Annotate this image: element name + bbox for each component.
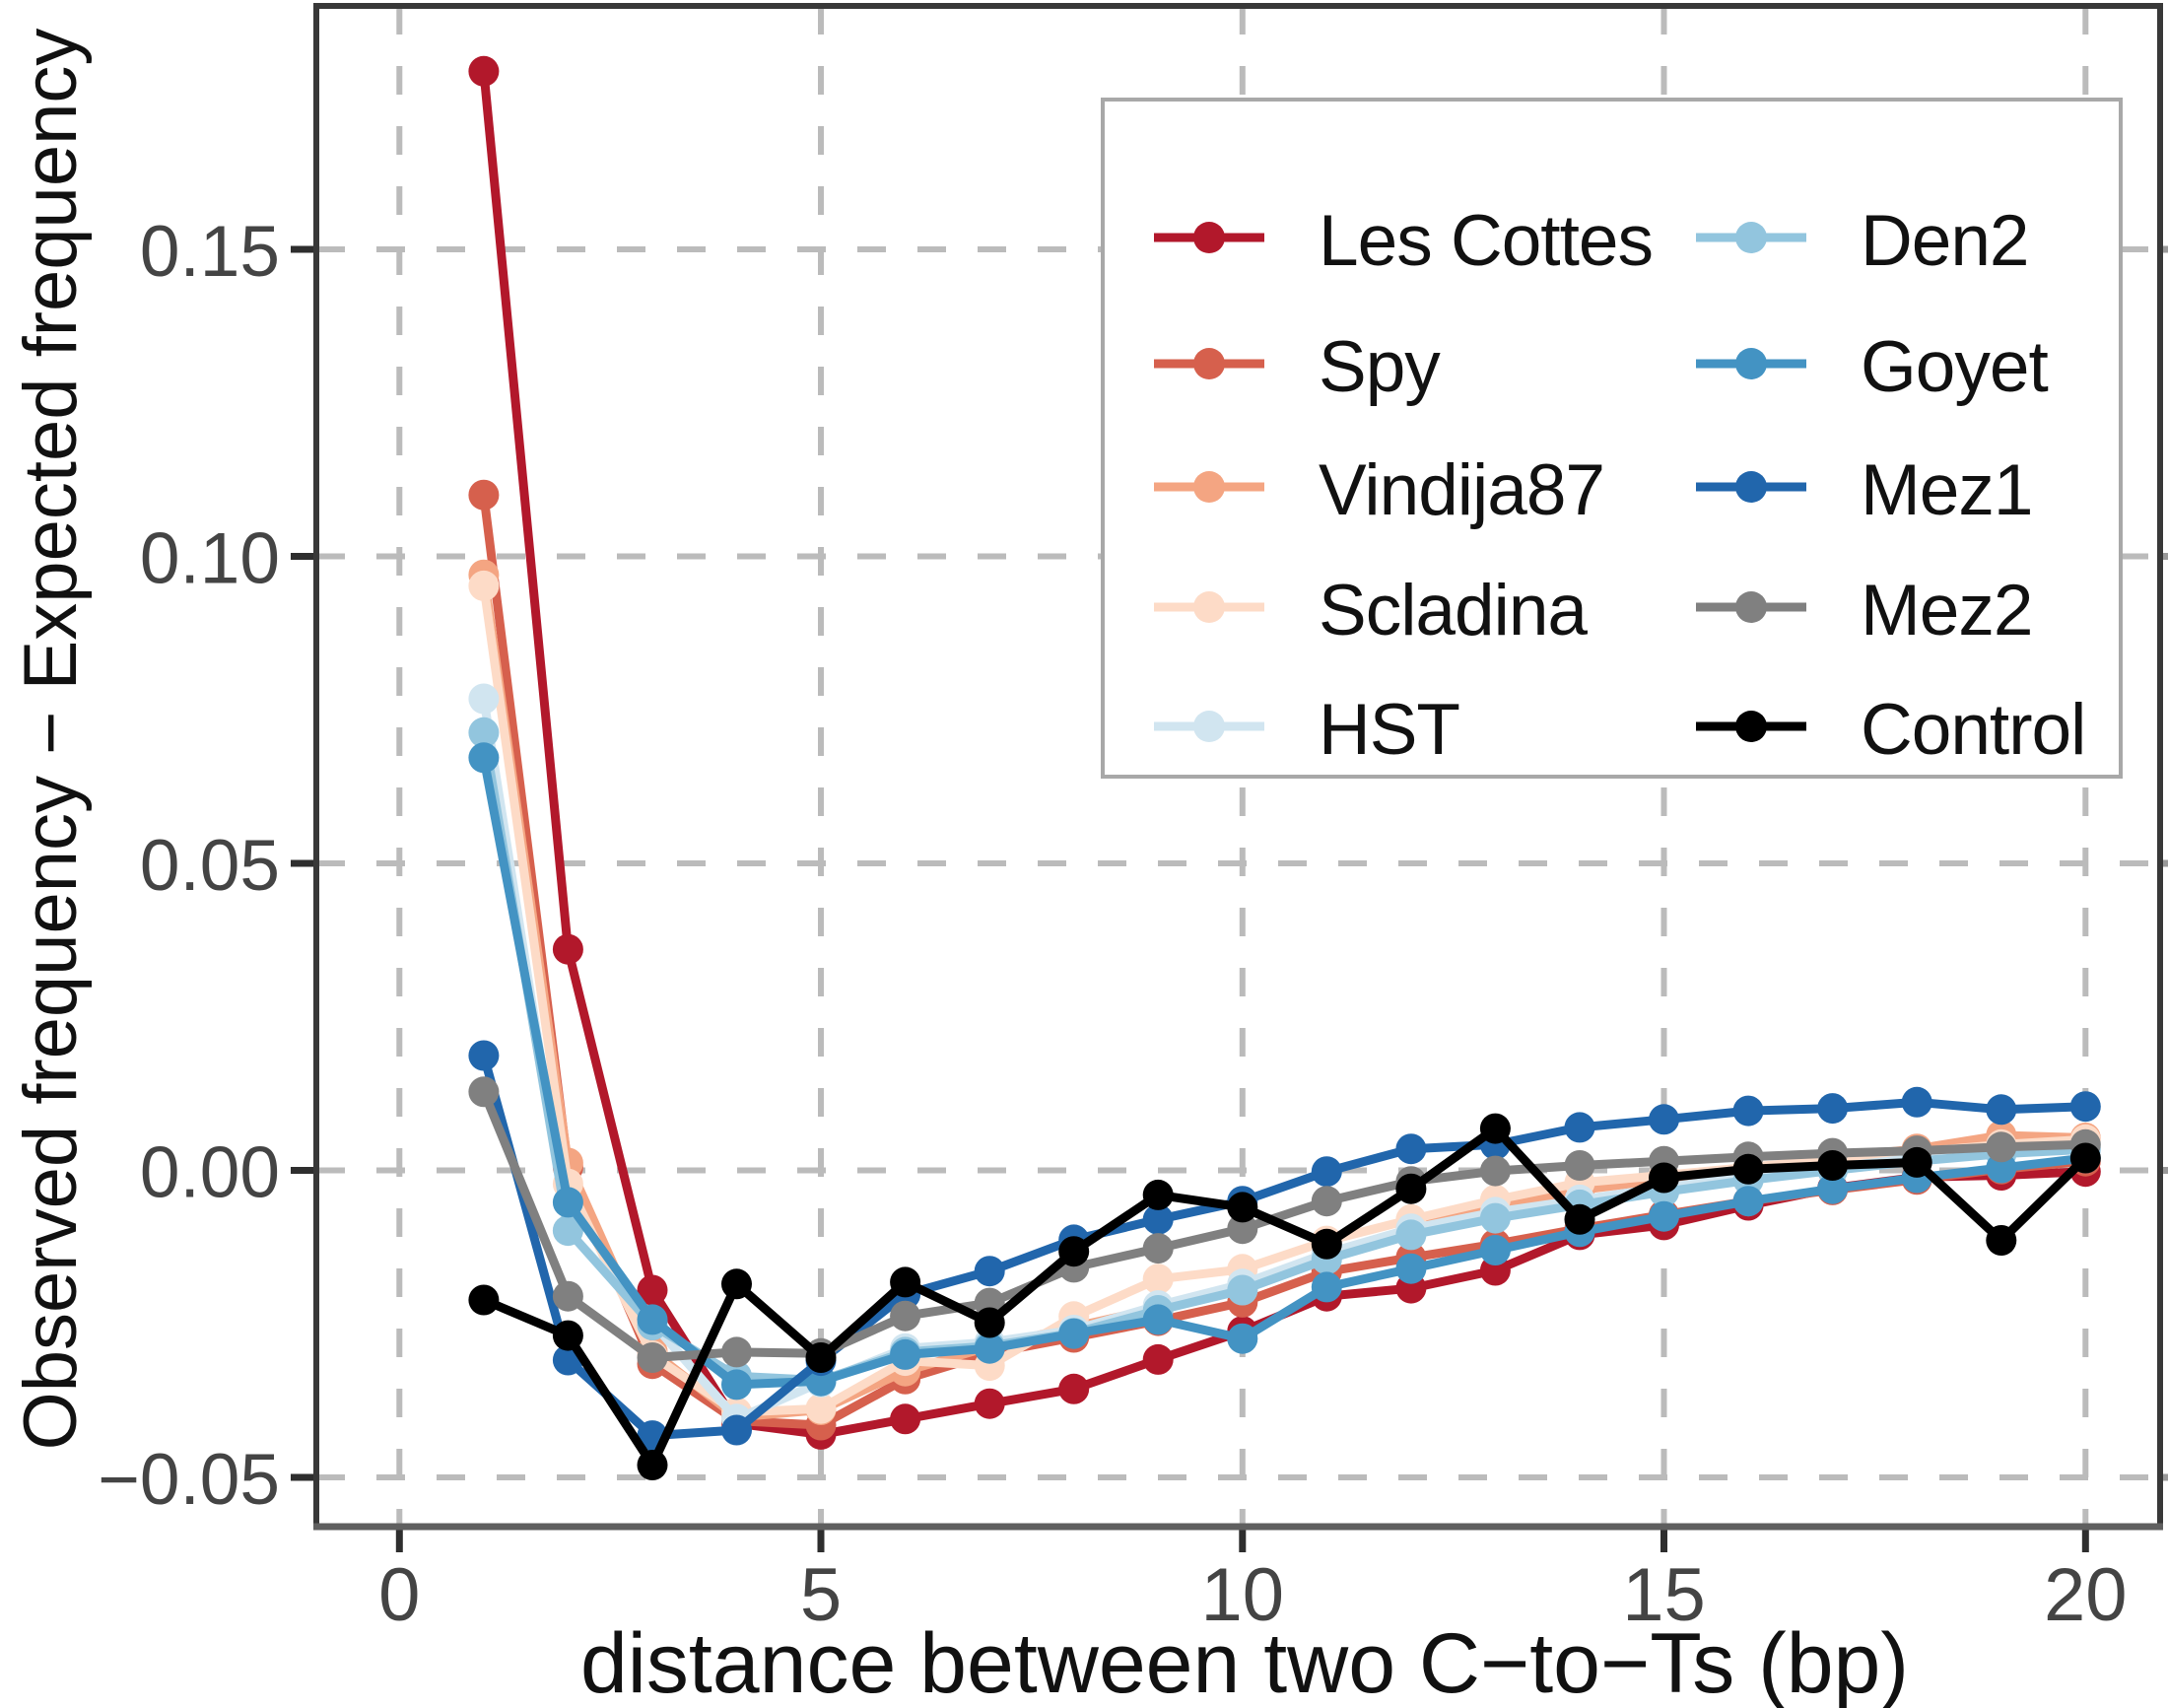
svg-text:Spy: Spy [1319, 327, 1441, 407]
svg-text:0.05: 0.05 [140, 826, 280, 906]
svg-text:10: 10 [1201, 1553, 1285, 1637]
svg-text:Vindija87: Vindija87 [1319, 450, 1604, 530]
svg-text:5: 5 [800, 1553, 842, 1637]
svg-text:20: 20 [2044, 1553, 2128, 1637]
svg-text:0.00: 0.00 [140, 1133, 280, 1213]
svg-text:15: 15 [1622, 1553, 1706, 1637]
svg-text:Mez1: Mez1 [1861, 450, 2033, 530]
svg-text:0.10: 0.10 [140, 519, 280, 599]
svg-text:−0.05: −0.05 [98, 1440, 280, 1520]
svg-text:HST: HST [1319, 690, 1459, 770]
svg-text:Control: Control [1861, 690, 2085, 770]
svg-text:0.15: 0.15 [140, 212, 280, 292]
svg-text:Den2: Den2 [1861, 201, 2029, 281]
svg-text:Mez2: Mez2 [1861, 571, 2033, 650]
svg-text:distance between two C−to−Ts (: distance between two C−to−Ts (bp) [580, 1616, 1909, 1708]
svg-text:Observed frequency − Expected: Observed frequency − Expected frequency [9, 29, 93, 1451]
svg-text:Les Cottes: Les Cottes [1319, 201, 1653, 281]
svg-text:Scladina: Scladina [1319, 571, 1588, 650]
svg-text:Goyet: Goyet [1861, 327, 2048, 407]
svg-text:0: 0 [378, 1553, 420, 1637]
